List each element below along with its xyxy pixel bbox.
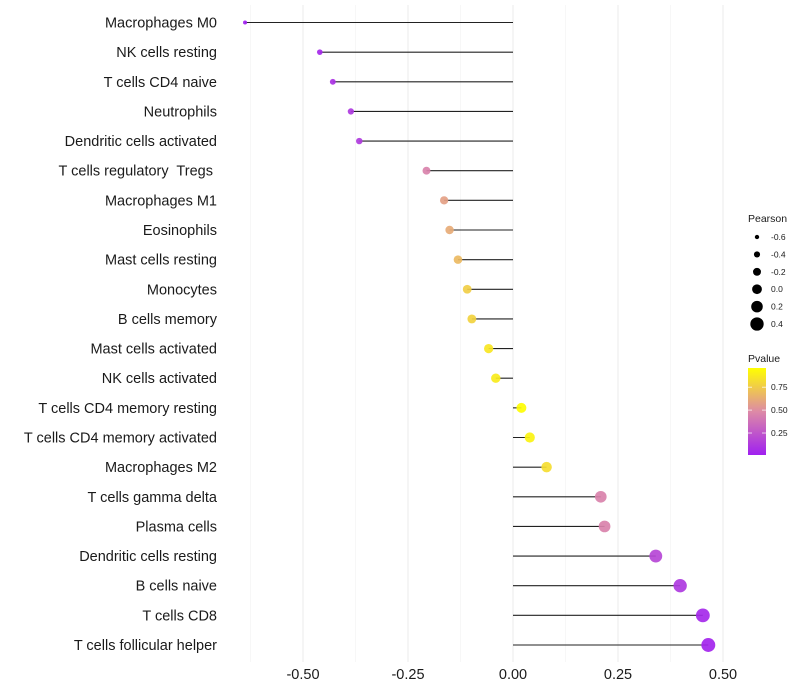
point (422, 166, 431, 175)
size-legend-label: -0.6 (771, 232, 786, 242)
y-tick-label: Dendritic cells resting (79, 549, 217, 565)
y-tick-label: Macrophages M2 (105, 460, 217, 476)
point (329, 78, 336, 85)
point (516, 402, 527, 413)
y-tick-label: Neutrophils (144, 104, 217, 120)
size-legend-label: 0.2 (771, 302, 783, 312)
point (649, 549, 663, 563)
point (484, 343, 494, 354)
point (445, 225, 454, 235)
point (598, 520, 611, 533)
color-legend-label: 0.75 (771, 382, 788, 392)
point (594, 490, 607, 503)
color-legend-title: Pvalue (748, 353, 780, 365)
points (243, 20, 716, 652)
point (695, 608, 710, 623)
point (356, 137, 363, 145)
y-tick-label: T cells CD4 memory activated (24, 431, 217, 447)
color-legend: Pvalue 0.75 0.50 0.25 (748, 353, 788, 455)
stems (245, 21, 709, 646)
y-tick-label: T cells follicular helper (74, 638, 217, 654)
grid-lines (250, 5, 724, 662)
y-tick-label: B cells memory (118, 312, 218, 328)
point (467, 314, 477, 324)
y-tick-label: T cells CD4 memory resting (38, 401, 217, 417)
y-tick-label: NK cells resting (116, 45, 217, 61)
x-tick-label: -0.25 (391, 667, 424, 683)
y-tick-label: Monocytes (147, 282, 217, 298)
color-legend-label: 0.25 (771, 428, 788, 438)
point (347, 108, 355, 115)
y-tick-label: NK cells activated (102, 371, 217, 387)
y-tick-label: T cells CD8 (142, 608, 217, 624)
size-legend-label: -0.4 (771, 249, 786, 259)
size-legend-key (750, 317, 764, 331)
y-tick-label: T cells CD4 naive (104, 75, 217, 91)
y-tick-label: Plasma cells (136, 519, 217, 535)
size-legend-label: -0.2 (771, 267, 786, 277)
point (316, 49, 323, 55)
size-legend-key (752, 284, 762, 295)
point (439, 196, 449, 205)
size-legend-key (753, 251, 761, 258)
size-legend-key (753, 267, 761, 276)
x-tick-label: 0.25 (604, 667, 632, 683)
y-tick-label: Dendritic cells activated (65, 134, 217, 150)
size-legend: Pearson -0.6 -0.4 -0.2 0.0 0.2 0.4 (748, 213, 787, 331)
point (541, 461, 552, 473)
y-tick-label: Macrophages M1 (105, 193, 217, 209)
color-legend-label: 0.50 (771, 405, 788, 415)
size-legend-key (751, 300, 763, 313)
y-tick-label: Eosinophils (143, 223, 217, 239)
y-tick-label: Macrophages M0 (105, 16, 217, 32)
y-tick-label: B cells naive (136, 579, 217, 595)
point (701, 638, 716, 652)
x-axis-labels: -0.50 -0.25 0.00 0.25 0.50 (286, 667, 737, 683)
point (453, 255, 463, 264)
point (673, 579, 687, 593)
y-tick-label: T cells regulatory Tregs (59, 164, 218, 180)
point (524, 432, 535, 443)
size-legend-label: 0.0 (771, 284, 783, 294)
x-tick-label: 0.00 (499, 667, 527, 683)
point (243, 20, 248, 25)
y-axis-labels: Macrophages M0 NK cells resting T cells CD… (24, 16, 218, 655)
x-tick-label: -0.50 (286, 667, 319, 683)
y-tick-label: Mast cells resting (105, 253, 217, 269)
size-legend-label: 0.4 (771, 319, 783, 329)
size-legend-title: Pearson (748, 213, 787, 225)
y-tick-label: T cells gamma delta (88, 490, 218, 506)
point (491, 373, 501, 383)
x-tick-label: 0.50 (709, 667, 737, 683)
size-legend-key (754, 234, 760, 240)
color-bar (748, 368, 766, 455)
point (462, 284, 472, 294)
y-tick-label: Mast cells activated (90, 342, 217, 358)
